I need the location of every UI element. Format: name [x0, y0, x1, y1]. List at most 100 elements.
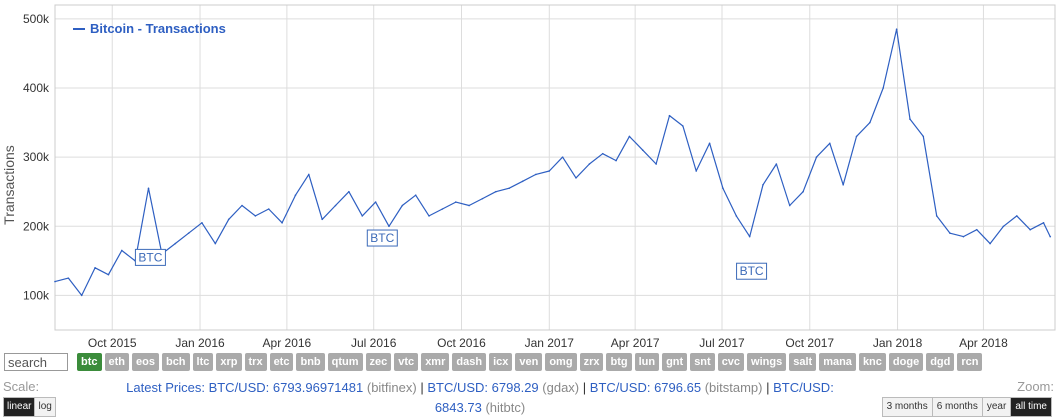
- data-point: [67, 277, 70, 279]
- data-point: [308, 173, 310, 176]
- coin-button-doge[interactable]: doge: [888, 353, 924, 371]
- coin-button-bch[interactable]: bch: [161, 353, 190, 371]
- price-value: 6798.29: [491, 380, 539, 395]
- coin-button-eth[interactable]: eth: [104, 353, 129, 371]
- x-gridlines: [111, 5, 984, 330]
- data-point: [615, 159, 617, 162]
- zoom-3-months-button[interactable]: 3 months: [882, 398, 933, 416]
- data-point: [708, 142, 711, 145]
- search-input[interactable]: [4, 353, 68, 371]
- data-point: [147, 187, 150, 190]
- event-flag[interactable]: BTC: [366, 229, 398, 247]
- data-point: [521, 180, 524, 183]
- data-point: [561, 156, 564, 158]
- coin-button-zec[interactable]: zec: [365, 353, 392, 371]
- coin-button-snt[interactable]: snt: [690, 353, 715, 371]
- price-value: 6793.96971481: [272, 380, 364, 395]
- coin-button-wings[interactable]: wings: [747, 353, 787, 371]
- data-point: [401, 204, 404, 207]
- data-point: [374, 201, 377, 203]
- coin-button-vtc[interactable]: vtc: [394, 353, 419, 371]
- coin-button-ltc[interactable]: ltc: [192, 353, 214, 371]
- coin-button-dash[interactable]: dash: [452, 353, 487, 371]
- price-exchange: (bitfinex): [366, 380, 417, 395]
- data-point: [174, 242, 177, 245]
- data-point: [348, 190, 350, 193]
- event-flag-label: BTC: [370, 231, 394, 245]
- latest-prices-label: Latest Prices:: [126, 380, 205, 395]
- coin-button-omg[interactable]: omg: [545, 353, 577, 371]
- series-layer: [54, 28, 1052, 297]
- x-tick-label: Jul 2016: [351, 336, 397, 350]
- scale-toggle: linear log: [3, 397, 56, 417]
- data-point: [321, 218, 323, 221]
- data-point: [201, 222, 203, 224]
- data-point: [1016, 215, 1018, 217]
- data-point: [722, 187, 724, 190]
- event-flag-box: [134, 248, 166, 266]
- coin-button-ven[interactable]: ven: [515, 353, 543, 371]
- legend-label[interactable]: Bitcoin - Transactions: [90, 21, 226, 36]
- data-point: [241, 204, 243, 207]
- coin-button-qtum[interactable]: qtum: [327, 353, 363, 371]
- data-point: [788, 204, 791, 207]
- x-tick-label: Apr 2018: [959, 336, 1008, 350]
- data-point: [481, 197, 484, 200]
- coin-button-mana[interactable]: mana: [819, 353, 856, 371]
- zoom-6-months-button[interactable]: 6 months: [932, 398, 983, 416]
- coin-button-salt[interactable]: salt: [789, 353, 817, 371]
- coin-button-xmr[interactable]: xmr: [421, 353, 450, 371]
- price-pair: BTC/USD:: [427, 380, 489, 395]
- coin-button-trx[interactable]: trx: [244, 353, 267, 371]
- legend[interactable]: Bitcoin - Transactions: [73, 21, 226, 36]
- data-point: [655, 163, 657, 165]
- scale-log-button[interactable]: log: [35, 398, 55, 416]
- coin-button-btg[interactable]: btg: [606, 353, 632, 371]
- price-value: 6843.73: [434, 400, 482, 415]
- data-point: [748, 235, 751, 238]
- zoom-all-time-button[interactable]: all time: [1011, 398, 1051, 416]
- coin-button-zrx[interactable]: zrx: [579, 353, 604, 371]
- coin-button-bnb[interactable]: bnb: [296, 353, 325, 371]
- x-tick-label: Apr 2017: [611, 336, 660, 350]
- data-point: [815, 156, 818, 158]
- coin-button-xrp[interactable]: xrp: [216, 353, 242, 371]
- coin-button-lun[interactable]: lun: [634, 353, 660, 371]
- data-point: [468, 204, 470, 207]
- coin-button-knc[interactable]: knc: [858, 353, 886, 371]
- data-point: [962, 235, 965, 238]
- data-point: [428, 215, 430, 217]
- data-point: [882, 87, 885, 89]
- price-pair: BTC/USD:: [589, 380, 651, 395]
- event-flag[interactable]: BTC: [134, 248, 166, 266]
- data-point: [508, 187, 510, 190]
- series-line[interactable]: [54, 28, 1051, 296]
- event-flag-box: [366, 229, 398, 247]
- coin-button-dgd[interactable]: dgd: [926, 353, 955, 371]
- data-point: [628, 135, 631, 138]
- price-exchange: (gdax): [542, 380, 580, 395]
- data-point: [441, 208, 444, 210]
- zoom-year-button[interactable]: year: [982, 398, 1012, 416]
- coin-button-gnt[interactable]: gnt: [662, 353, 688, 371]
- event-flag[interactable]: BTC: [736, 262, 768, 280]
- coin-button-rcn[interactable]: rcn: [957, 353, 983, 371]
- x-tick-label: Apr 2016: [263, 336, 312, 350]
- zoom-label: Zoom:: [1017, 379, 1054, 394]
- event-flag-box: [736, 262, 768, 280]
- coin-button-eos[interactable]: eos: [132, 353, 159, 371]
- coin-selector: btc eth eos bch ltc xrp trx etc bnb qtum zec vtc xmr…: [77, 353, 983, 371]
- data-point: [414, 194, 417, 196]
- data-point: [187, 232, 190, 234]
- coin-button-btc[interactable]: btc: [77, 353, 102, 371]
- price-pair: BTC/USD:: [208, 380, 270, 395]
- price-value: 6796.65: [654, 380, 702, 395]
- data-point: [294, 194, 297, 196]
- scale-linear-button[interactable]: linear: [4, 398, 36, 416]
- data-point: [909, 118, 911, 120]
- coin-button-cvc[interactable]: cvc: [717, 353, 745, 371]
- coin-button-etc[interactable]: etc: [269, 353, 294, 371]
- data-point: [641, 149, 644, 152]
- coin-button-icx[interactable]: icx: [489, 353, 513, 371]
- data-point: [829, 142, 831, 145]
